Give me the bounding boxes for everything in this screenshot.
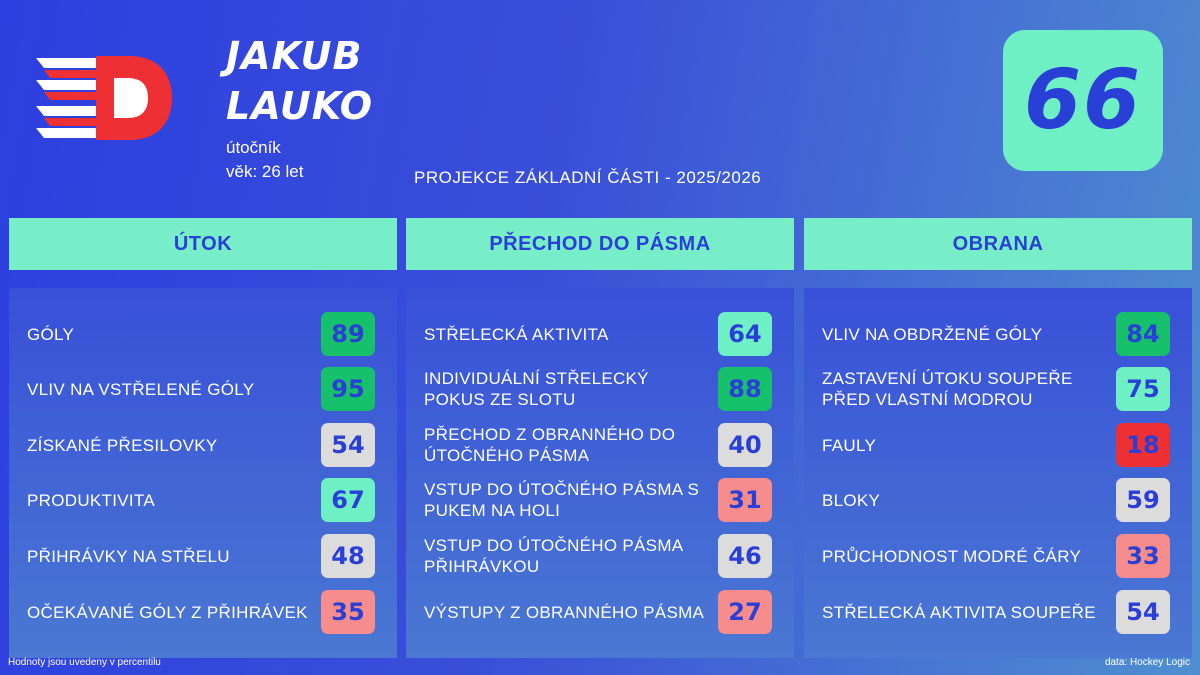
stat-label: PŘECHOD Z OBRANNÉHO DO ÚTOČNÉHO PÁSMA <box>424 425 676 465</box>
player-first-name: JAKUB <box>226 34 363 78</box>
stat-label: PRŮCHODNOST MODRÉ ČÁRY <box>822 546 1082 566</box>
stat-label: BLOKY <box>822 490 881 510</box>
stat-percentile-badge: 46 <box>718 534 772 578</box>
player-position: útočník <box>226 138 281 157</box>
overall-rating-badge: 66 <box>1003 30 1163 171</box>
stat-percentile-badge: 95 <box>321 367 375 411</box>
column-header-defense: OBRANA <box>804 218 1192 270</box>
stat-label: ZÍSKANÉ PŘESILOVKY <box>27 435 218 455</box>
stat-percentile-badge: 54 <box>1116 590 1170 634</box>
stat-percentile-badge: 88 <box>718 367 772 411</box>
stat-percentile-badge: 59 <box>1116 478 1170 522</box>
stat-row: VSTUP DO ÚTOČNÉHO PÁSMA PŘIHRÁVKOU 46 <box>406 532 794 580</box>
stat-label: GÓLY <box>27 324 75 344</box>
stat-percentile-badge: 40 <box>718 423 772 467</box>
stat-row: VÝSTUPY Z OBRANNÉHO PÁSMA 27 <box>406 588 794 636</box>
stat-label: VÝSTUPY Z OBRANNÉHO PÁSMA <box>424 602 705 622</box>
column-body-attack: GÓLY 89 VLIV NA VSTŘELENÉ GÓLY 95 ZÍSKANÉ PŘ… <box>9 288 397 658</box>
stat-row: VLIV NA OBDRŽENÉ GÓLY 84 <box>804 310 1192 358</box>
stat-row: PŘECHOD Z OBRANNÉHO DO ÚTOČNÉHO PÁSMA 40 <box>406 421 794 469</box>
column-header-attack: ÚTOK <box>9 218 397 270</box>
stat-row: INDIVIDUÁLNÍ STŘELECKÝ POKUS ZE SLOTU 88 <box>406 365 794 413</box>
logo-letter-d-icon <box>96 56 172 140</box>
column-attack: ÚTOK GÓLY 89 VLIV NA VSTŘELENÉ GÓLY 95 ZÍSKAN… <box>9 218 397 658</box>
stat-percentile-badge: 27 <box>718 590 772 634</box>
stat-label: VSTUP DO ÚTOČNÉHO PÁSMA PŘIHRÁVKOU <box>424 536 683 576</box>
stat-row: VSTUP DO ÚTOČNÉHO PÁSMA S PUKEM NA HOLI 3… <box>406 476 794 524</box>
stat-percentile-badge: 48 <box>321 534 375 578</box>
stat-row: ZASTAVENÍ ÚTOKU SOUPEŘE PŘED VLASTNÍ MOD… <box>804 365 1192 413</box>
stat-label: STŘELECKÁ AKTIVITA SOUPEŘE <box>822 602 1096 622</box>
stat-label: OČEKÁVANÉ GÓLY Z PŘIHRÁVEK <box>27 602 308 622</box>
stat-percentile-badge: 33 <box>1116 534 1170 578</box>
stat-label: VLIV NA VSTŘELENÉ GÓLY <box>27 379 255 399</box>
stat-label: PŘIHRÁVKY NA STŘELU <box>27 546 230 566</box>
stat-row: STŘELECKÁ AKTIVITA 64 <box>406 310 794 358</box>
stat-percentile-badge: 67 <box>321 478 375 522</box>
stat-percentile-badge: 54 <box>321 423 375 467</box>
stat-row: PRODUKTIVITA 67 <box>9 476 397 524</box>
stat-row: PRŮCHODNOST MODRÉ ČÁRY 33 <box>804 532 1192 580</box>
stat-percentile-badge: 35 <box>321 590 375 634</box>
stat-row: FAULY 18 <box>804 421 1192 469</box>
stat-percentile-badge: 18 <box>1116 423 1170 467</box>
stat-percentile-badge: 31 <box>718 478 772 522</box>
stat-row: BLOKY 59 <box>804 476 1192 524</box>
column-transition: PŘECHOD DO PÁSMA STŘELECKÁ AKTIVITA 64 INDI… <box>406 218 794 658</box>
stat-row: GÓLY 89 <box>9 310 397 358</box>
column-body-defense: VLIV NA OBDRŽENÉ GÓLY 84 ZASTAVENÍ ÚTOKU S… <box>804 288 1192 658</box>
stat-percentile-badge: 64 <box>718 312 772 356</box>
stat-percentile-badge: 84 <box>1116 312 1170 356</box>
stat-label: INDIVIDUÁLNÍ STŘELECKÝ POKUS ZE SLOTU <box>424 369 649 409</box>
team-logo <box>36 56 172 140</box>
stat-row: PŘIHRÁVKY NA STŘELU 48 <box>9 532 397 580</box>
player-last-name: LAUKO <box>226 84 374 128</box>
stat-row: ZÍSKANÉ PŘESILOVKY 54 <box>9 421 397 469</box>
projection-title: PROJEKCE ZÁKLADNÍ ČÁSTI - 2025/2026 <box>414 168 762 187</box>
stat-label: FAULY <box>822 435 877 455</box>
stat-row: STŘELECKÁ AKTIVITA SOUPEŘE 54 <box>804 588 1192 636</box>
stat-label: PRODUKTIVITA <box>27 490 155 510</box>
overall-rating-value: 66 <box>1023 53 1143 148</box>
player-age: věk: 26 let <box>226 162 304 181</box>
stat-label: STŘELECKÁ AKTIVITA <box>424 324 609 344</box>
footer-source: data: Hockey Logic <box>1104 657 1190 668</box>
stat-label: VSTUP DO ÚTOČNÉHO PÁSMA S PUKEM NA HOLI <box>424 480 700 520</box>
column-header-transition: PŘECHOD DO PÁSMA <box>406 218 794 270</box>
footer-note: Hodnoty jsou uvedeny v percentilu <box>8 657 161 668</box>
stat-percentile-badge: 89 <box>321 312 375 356</box>
stat-label: ZASTAVENÍ ÚTOKU SOUPEŘE PŘED VLASTNÍ MOD… <box>822 369 1073 409</box>
column-defense: OBRANA VLIV NA OBDRŽENÉ GÓLY 84 ZASTAVENÍ Ú… <box>804 218 1192 658</box>
stat-percentile-badge: 75 <box>1116 367 1170 411</box>
stat-row: VLIV NA VSTŘELENÉ GÓLY 95 <box>9 365 397 413</box>
stat-label: VLIV NA OBDRŽENÉ GÓLY <box>822 324 1043 344</box>
column-body-transition: STŘELECKÁ AKTIVITA 64 INDIVIDUÁLNÍ STŘELEC… <box>406 288 794 658</box>
stat-row: OČEKÁVANÉ GÓLY Z PŘIHRÁVEK 35 <box>9 588 397 636</box>
